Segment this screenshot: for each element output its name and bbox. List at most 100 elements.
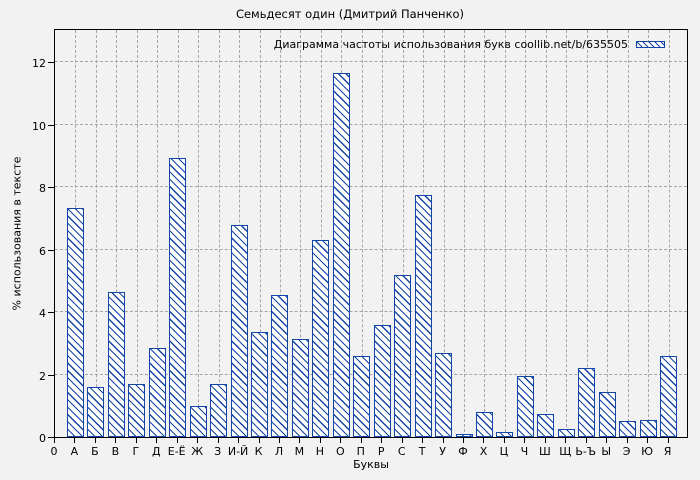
- x-tick-mark: [340, 438, 342, 443]
- v-gridline: [95, 30, 97, 437]
- v-gridline: [361, 30, 363, 437]
- x-tick-mark: [278, 438, 280, 443]
- x-tick-label: Л: [274, 445, 284, 458]
- x-tick-label: Д: [151, 445, 161, 458]
- x-tick-label: А: [70, 445, 79, 458]
- bar-М: [291, 338, 309, 437]
- x-tick-label: Э: [622, 445, 631, 458]
- legend: Диаграмма частоты использования букв coo…: [274, 38, 665, 51]
- v-gridline: [320, 30, 322, 437]
- bar-Ч: [516, 376, 534, 437]
- x-tick-label: З: [214, 445, 222, 458]
- x-tick-mark: [74, 438, 76, 443]
- bar-Щ: [557, 429, 575, 437]
- v-gridline: [300, 30, 302, 437]
- bar-Я: [660, 355, 678, 437]
- y-tick-label: 6: [39, 244, 46, 258]
- v-gridline: [402, 30, 404, 437]
- x-tick-label: Я: [663, 445, 672, 458]
- x-tick-mark: [258, 438, 260, 443]
- x-tick-label: К: [254, 445, 263, 458]
- bar-С: [394, 274, 412, 437]
- x-tick-label: Ы: [601, 445, 612, 458]
- x-tick-label: Ю: [641, 445, 654, 458]
- v-gridline: [259, 30, 261, 437]
- bar-Ы: [598, 391, 616, 437]
- v-gridline: [668, 30, 670, 437]
- bar-Р: [373, 324, 391, 437]
- bar-Л: [271, 294, 289, 437]
- x-tick-mark: [667, 438, 669, 443]
- x-tick-label: М: [294, 445, 305, 458]
- bar-И-Й: [230, 224, 248, 437]
- y-tick-mark: [48, 437, 54, 438]
- x-tick-mark: [299, 438, 301, 443]
- h-gridline: [55, 311, 687, 313]
- y-tick-label: 2: [39, 369, 46, 383]
- x-tick-mark: [401, 438, 403, 443]
- bar-У: [435, 352, 453, 437]
- x-tick-label: Х: [479, 445, 488, 458]
- bar-Д: [148, 348, 166, 437]
- bar-Ь-Ъ: [578, 368, 596, 437]
- x-tick-mark: [115, 438, 117, 443]
- bar-Э: [619, 421, 637, 437]
- x-tick-mark: [94, 438, 96, 443]
- x-tick-mark: [156, 438, 158, 443]
- v-gridline: [279, 30, 281, 437]
- v-gridline: [157, 30, 159, 437]
- x-tick-mark: [483, 438, 485, 443]
- v-gridline: [464, 30, 466, 437]
- v-gridline: [484, 30, 486, 437]
- x-tick-label: Т: [418, 445, 426, 458]
- x-tick-mark: [565, 438, 567, 443]
- x-tick-label: Ч: [520, 445, 529, 458]
- bar-О: [332, 73, 350, 437]
- x-tick-label: И-Й: [227, 445, 249, 458]
- x-tick-label: В: [111, 445, 120, 458]
- v-gridline: [525, 30, 527, 437]
- bar-Ф: [455, 433, 473, 437]
- y-tick-label: 0: [39, 432, 46, 445]
- x-tick-mark: [238, 438, 240, 443]
- x-tick-mark: [176, 438, 178, 443]
- v-gridline: [382, 30, 384, 437]
- x-tick-label: Ь-Ъ: [575, 445, 597, 458]
- legend-label: Диаграмма частоты использования букв coo…: [273, 38, 628, 51]
- bar-В: [107, 291, 125, 437]
- y-tick-mark: [48, 124, 54, 126]
- x-tick-label: Б: [91, 445, 99, 458]
- x-tick-label: Р: [377, 445, 385, 458]
- bar-Ц: [496, 432, 514, 437]
- v-gridline: [198, 30, 200, 437]
- x-tick-mark: [135, 438, 137, 443]
- x-tick-mark: [544, 438, 546, 443]
- v-gridline: [648, 30, 650, 437]
- x-tick-label: Ш: [538, 445, 551, 458]
- x-tick-label-origin: 0: [50, 445, 58, 458]
- legend-swatch-icon: [636, 41, 665, 48]
- x-tick-mark: [319, 438, 321, 443]
- x-tick-label: Е-Ё: [167, 445, 186, 458]
- h-gridline: [55, 248, 687, 250]
- bar-К: [251, 332, 269, 437]
- v-gridline: [136, 30, 138, 437]
- v-gridline: [443, 30, 445, 437]
- v-gridline: [586, 30, 588, 437]
- y-tick-label: 10: [32, 119, 46, 133]
- bar-Ш: [537, 413, 555, 437]
- x-tick-label: П: [356, 445, 365, 458]
- bar-Ж: [189, 405, 207, 437]
- bar-Х: [475, 412, 493, 437]
- chart-title: Семьдесят один (Дмитрий Панченко): [235, 7, 465, 21]
- x-tick-mark: [360, 438, 362, 443]
- bar-Ю: [639, 419, 657, 437]
- v-gridline: [607, 30, 609, 437]
- x-tick-label: Ж: [191, 445, 204, 458]
- h-gridline: [55, 186, 687, 188]
- v-gridline: [566, 30, 568, 437]
- y-tick-mark: [48, 187, 54, 189]
- x-tick-label: Н: [315, 445, 324, 458]
- x-tick-mark: [647, 438, 649, 443]
